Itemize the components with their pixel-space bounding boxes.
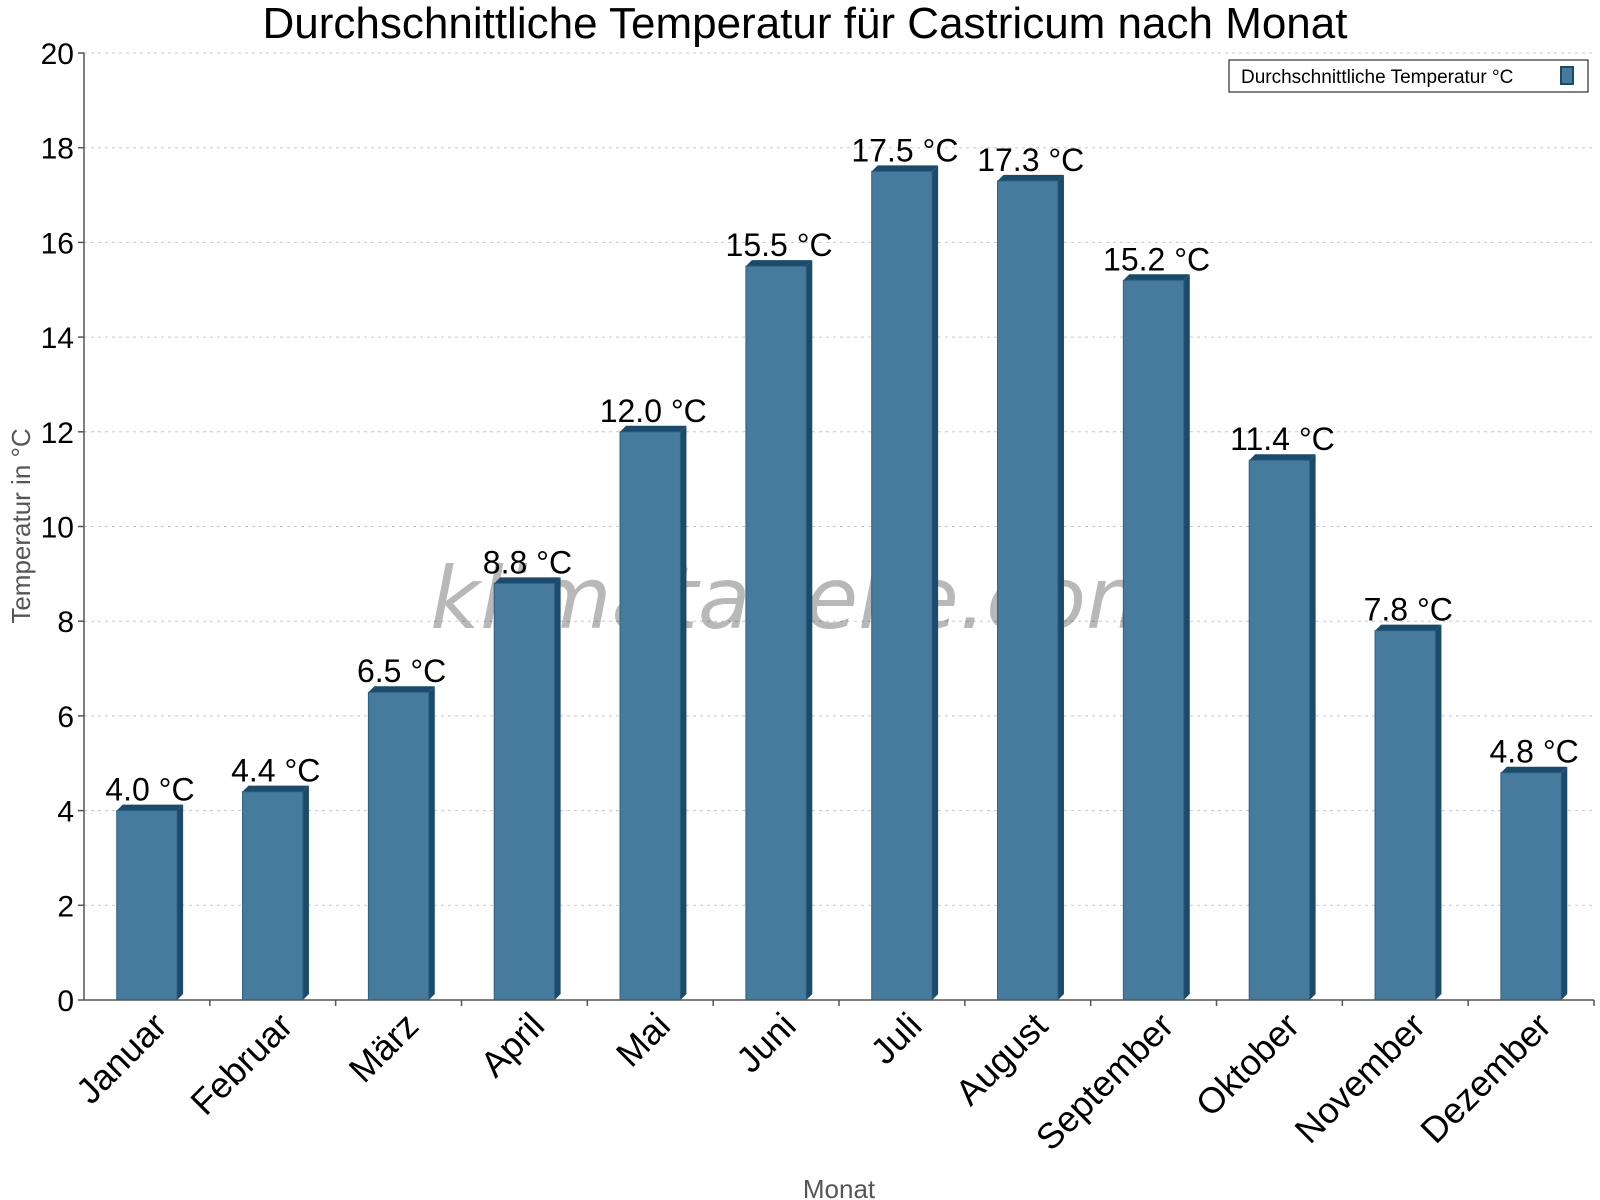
x-tick-label: April: [472, 1005, 552, 1085]
x-tick-label: Mai: [608, 1005, 678, 1075]
y-tick-label: 6: [57, 701, 74, 734]
bars: [116, 165, 1568, 1001]
bar: [493, 582, 556, 1001]
x-axis-title: Monat: [803, 1174, 876, 1200]
y-tick-label: 20: [41, 38, 74, 71]
bar: [1122, 279, 1185, 1001]
bar-side: [1561, 766, 1568, 1000]
legend-label: Durchschnittliche Temperatur °C: [1241, 67, 1513, 88]
x-tick-label: August: [947, 1005, 1055, 1113]
bar-group: [242, 785, 309, 1001]
bar-group: [367, 686, 435, 1001]
bar-top: [116, 804, 184, 811]
bar: [1374, 630, 1436, 1001]
bar-top: [494, 577, 561, 584]
bar: [745, 265, 807, 1001]
bar-side: [680, 425, 687, 1000]
data-label: 4.8 °C: [1489, 734, 1578, 770]
bar: [1500, 772, 1562, 1001]
y-tick-labels: 0 2 4 6 8 10 12 14 16 18 20: [41, 38, 84, 1018]
y-tick-label: 14: [41, 322, 74, 355]
bar-group: [116, 804, 184, 1001]
x-tick-label: September: [1028, 1005, 1182, 1159]
bar-top: [242, 785, 309, 792]
bar-side: [1183, 274, 1190, 1000]
data-label: 17.5 °C: [851, 132, 958, 168]
y-tick-label: 4: [57, 796, 74, 829]
y-tick-label: 8: [57, 606, 74, 639]
data-label: 11.4 °C: [1230, 421, 1335, 457]
x-tick-label: Oktober: [1188, 1005, 1308, 1125]
y-axis-title: Temperatur in °C: [6, 428, 36, 623]
data-label: 4.0 °C: [105, 772, 194, 808]
data-label: 12.0 °C: [600, 393, 707, 429]
bar-side: [1309, 454, 1316, 1001]
bar-top: [997, 174, 1064, 181]
bar: [997, 180, 1059, 1001]
bar-top: [871, 165, 939, 172]
bar-side: [302, 785, 309, 1000]
legend-box: [1228, 59, 1589, 93]
bar: [367, 691, 430, 1001]
data-label: 6.5 °C: [357, 653, 446, 689]
bar-group: [1122, 274, 1190, 1001]
bar: [1248, 459, 1311, 1001]
bar: [116, 810, 178, 1001]
bar-side: [428, 686, 435, 1000]
y-tick-label: 16: [41, 227, 74, 260]
bar: [871, 170, 933, 1001]
bar-group: [997, 174, 1064, 1001]
data-label: 8.8 °C: [483, 544, 572, 580]
bar-side: [554, 577, 561, 1000]
bar-group: [1500, 766, 1568, 1001]
y-tick-label: 0: [57, 985, 74, 1018]
bar-group: [1248, 454, 1316, 1001]
bar-group: [745, 260, 813, 1001]
x-tick-label: Dezember: [1412, 1005, 1558, 1151]
bar-top: [620, 425, 687, 432]
bar-side: [932, 165, 939, 1000]
bar-group: [1374, 624, 1442, 1001]
bar-group: [619, 425, 687, 1001]
bar-side: [806, 260, 813, 1000]
bar-top: [745, 260, 813, 267]
x-tick-labels: Januar Februar März April Mai Juni Juli AugustS…: [68, 1000, 1595, 1159]
bar-side: [1057, 174, 1064, 1001]
x-tick-label: November: [1286, 1005, 1432, 1151]
bar-side: [1435, 624, 1442, 1000]
y-tick-label: 10: [41, 512, 74, 545]
chart-title: Durchschnittliche Temperatur für Castric…: [263, 0, 1348, 48]
bar-top: [368, 686, 435, 693]
data-label: 15.2 °C: [1103, 241, 1210, 277]
bar-top: [1123, 274, 1190, 281]
data-label: 7.8 °C: [1364, 592, 1453, 628]
y-tick-label: 2: [57, 890, 74, 923]
y-tick-label: 12: [41, 417, 74, 450]
data-label: 17.3 °C: [977, 142, 1084, 178]
x-tick-label: Januar: [68, 1005, 175, 1112]
bar-group: [871, 165, 939, 1001]
y-tick-label: 18: [41, 133, 74, 166]
bar-top: [1500, 766, 1568, 773]
legend: Durchschnittliche Temperatur °C: [1228, 59, 1589, 93]
legend-swatch: [1560, 66, 1574, 85]
data-label: 15.5 °C: [726, 227, 833, 263]
bar-side: [177, 804, 184, 1000]
x-tick-label: Juli: [862, 1005, 929, 1072]
bar: [619, 431, 681, 1001]
data-label: 4.4 °C: [231, 753, 320, 789]
bar-top: [1375, 624, 1442, 631]
x-tick-label: März: [341, 1005, 427, 1091]
bar: [242, 791, 304, 1001]
x-tick-label: Februar: [182, 1005, 300, 1123]
bar-group: [493, 577, 561, 1001]
x-tick-label: Juni: [728, 1005, 804, 1081]
bar-top: [1249, 454, 1316, 461]
data-labels: 4.0 °C 4.4 °C 6.5 °C 8.8 °C 12.0 °C 15.5 °C 17…: [105, 132, 1578, 807]
